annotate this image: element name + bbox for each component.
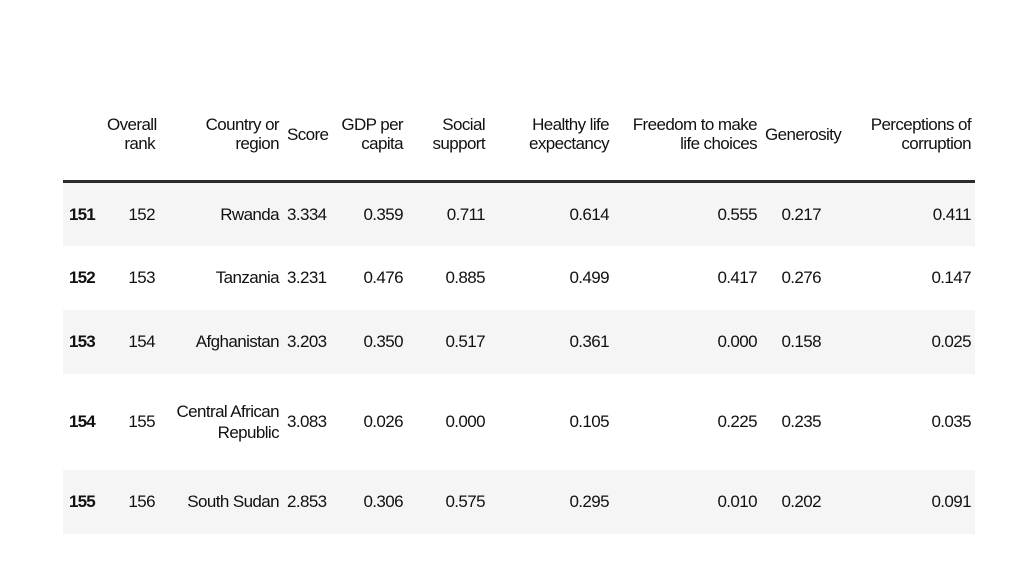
- cell-freedom-to-make-life-choices: 0.000: [717, 332, 757, 351]
- cell-generosity: 0.202: [781, 492, 821, 511]
- cell-score: 2.853: [287, 492, 327, 511]
- header-social-support: Social support: [407, 90, 489, 183]
- cell-country-or-region: Afghanistan: [195, 332, 280, 351]
- cell-country-or-region: Central African Republic: [176, 401, 280, 442]
- cell-healthy-life-expectancy: 0.105: [569, 412, 609, 431]
- header-country-or-region: Country or region: [159, 90, 283, 183]
- table-row: 155 156 South Sudan 2.853 0.306 0.575 0.…: [63, 469, 975, 534]
- row-index: 153: [69, 332, 96, 351]
- cell-social-support: 0.711: [446, 204, 486, 224]
- cell-country-or-region: Tanzania: [215, 268, 280, 287]
- cell-overall-rank: 154: [128, 332, 155, 351]
- header-score: Score: [283, 90, 329, 183]
- table-row: 154 155 Central African Republic 3.083 0…: [63, 373, 975, 470]
- table-body: 151 152 Rwanda 3.334 0.359 0.711 0.614 0…: [63, 181, 975, 534]
- cell-score: 3.083: [287, 412, 327, 431]
- cell-healthy-life-expectancy: 0.295: [569, 492, 609, 511]
- cell-social-support: 0.517: [445, 332, 485, 351]
- cell-country-or-region: South Sudan: [187, 492, 279, 511]
- cell-social-support: 0.000: [445, 412, 485, 431]
- cell-gdp-per-capita: 0.350: [363, 332, 403, 351]
- cell-healthy-life-expectancy: 0.361: [569, 332, 609, 351]
- cell-social-support: 0.885: [445, 268, 485, 287]
- header-perceptions-of-corruption: Perceptions of corruption: [825, 90, 975, 183]
- cell-generosity: 0.158: [781, 332, 821, 351]
- cell-perceptions-of-corruption: 0.411: [932, 204, 972, 224]
- happiness-dataframe-table: Overall rank Country or region Score GDP…: [63, 90, 975, 534]
- cell-overall-rank: 155: [128, 412, 155, 431]
- cell-generosity: 0.235: [781, 412, 821, 431]
- cell-generosity: 0.217: [781, 204, 821, 224]
- row-index: 154: [69, 412, 96, 431]
- cell-perceptions-of-corruption: 0.025: [931, 332, 971, 351]
- cell-generosity: 0.276: [781, 268, 821, 287]
- cell-perceptions-of-corruption: 0.147: [931, 268, 971, 287]
- cell-freedom-to-make-life-choices: 0.225: [717, 412, 757, 431]
- header-overall-rank: Overall rank: [103, 90, 159, 183]
- cell-social-support: 0.575: [445, 492, 485, 511]
- header-generosity: Generosity: [761, 90, 842, 183]
- header-index: [63, 90, 103, 183]
- table-row: 152 153 Tanzania 3.231 0.476 0.885 0.499…: [63, 245, 975, 310]
- cell-overall-rank: 153: [128, 268, 155, 287]
- cell-gdp-per-capita: 0.359: [363, 204, 403, 224]
- cell-country-or-region: Rwanda: [220, 204, 279, 224]
- cell-freedom-to-make-life-choices: 0.010: [717, 492, 757, 511]
- header-freedom-to-make-life-choices: Freedom to make life choices: [613, 90, 761, 183]
- header-healthy-life-expectancy: Healthy life expectancy: [489, 90, 613, 183]
- cell-gdp-per-capita: 0.306: [363, 492, 403, 511]
- cell-score: 3.203: [287, 332, 327, 351]
- dataframe-table-container: Overall rank Country or region Score GDP…: [63, 90, 975, 534]
- cell-perceptions-of-corruption: 0.091: [931, 492, 971, 511]
- cell-freedom-to-make-life-choices: 0.417: [717, 268, 757, 287]
- cell-healthy-life-expectancy: 0.499: [569, 268, 609, 287]
- cell-score: 3.334: [287, 204, 327, 224]
- row-index: 155: [69, 492, 96, 511]
- table-header: Overall rank Country or region Score GDP…: [63, 90, 975, 183]
- cell-gdp-per-capita: 0.026: [363, 412, 403, 431]
- cell-perceptions-of-corruption: 0.035: [931, 412, 971, 431]
- table-row: 151 152 Rwanda 3.334 0.359 0.711 0.614 0…: [63, 181, 975, 246]
- cell-score: 3.231: [287, 268, 327, 287]
- cell-overall-rank: 152: [128, 204, 155, 224]
- row-index: 152: [69, 268, 96, 287]
- cell-gdp-per-capita: 0.476: [363, 268, 403, 287]
- header-gdp-per-capita: GDP per capita: [323, 90, 407, 183]
- header-row: Overall rank Country or region Score GDP…: [63, 90, 975, 183]
- cell-healthy-life-expectancy: 0.614: [569, 204, 609, 224]
- cell-overall-rank: 156: [128, 492, 155, 511]
- table-row: 153 154 Afghanistan 3.203 0.350 0.517 0.…: [63, 309, 975, 374]
- row-index: 151: [69, 204, 96, 224]
- cell-freedom-to-make-life-choices: 0.555: [717, 204, 757, 224]
